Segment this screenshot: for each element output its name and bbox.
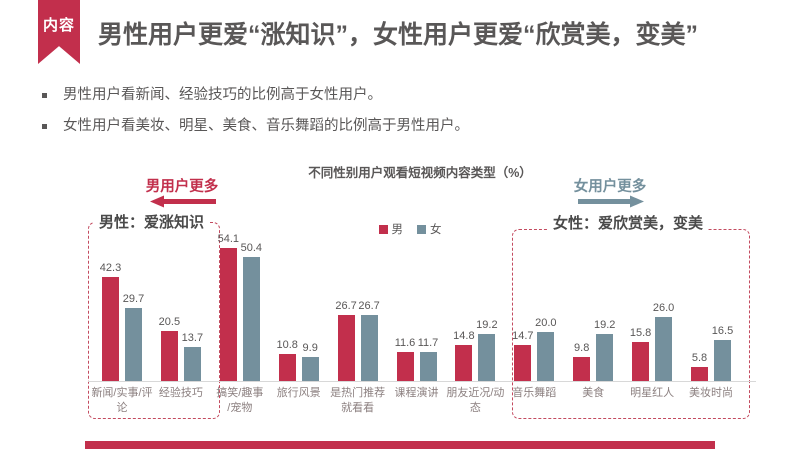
male-annotation-label: 男性：爱涨知识	[94, 211, 210, 232]
bar-女-美食	[596, 334, 614, 381]
bullet-text: 男性用户看新闻、经验技巧的比例高于女性用户。	[63, 87, 382, 103]
category-label: 美食	[582, 387, 605, 399]
legend-swatch-female-icon	[417, 224, 426, 234]
ribbon-bookmark: 内容	[38, 0, 80, 64]
bar-男-美妆时尚	[691, 367, 708, 381]
female-more-label: 女用户更多	[573, 179, 647, 195]
legend-item-female: 女	[417, 221, 442, 237]
value-label: 9.9	[302, 342, 318, 354]
bullet-square-icon	[42, 124, 47, 129]
value-label: 13.7	[181, 332, 204, 344]
right-arrow-icon	[578, 195, 644, 208]
category-label: 朋友近况/动 态	[446, 387, 505, 414]
category-label: 课程演讲	[394, 387, 439, 399]
bar-女-新闻/实事/评论	[125, 308, 142, 381]
bullet-list: 男性用户看新闻、经验技巧的比例高于女性用户。 女性用户看美妆、明星、美食、音乐舞…	[40, 86, 740, 148]
category-label: 明星红人	[630, 387, 675, 399]
bar-女-旅行风景	[301, 357, 319, 381]
bar-男-明星红人	[632, 342, 650, 381]
category-label: 美妆时尚	[689, 387, 733, 399]
footer-bar	[85, 441, 715, 449]
bar-男-朋友近况/动态	[455, 345, 473, 381]
category-label: 搞笑/趣事 /宠物	[216, 387, 264, 414]
value-label: 15.8	[629, 327, 652, 339]
legend-item-male: 男	[378, 221, 404, 237]
female-annotation-label: 女性：爱欣赏美，变美	[548, 212, 709, 233]
bar-女-经验技巧	[183, 347, 201, 381]
left-arrow-icon	[150, 195, 216, 208]
bar-女-音乐舞蹈	[537, 332, 555, 381]
bullet-item: 男性用户看新闻、经验技巧的比例高于女性用户。	[40, 86, 740, 105]
value-label: 14.7	[512, 330, 534, 342]
category-label: 音乐舞蹈	[512, 387, 557, 399]
value-label: 20.5	[158, 316, 181, 328]
bar-女-是热门推荐就看看	[360, 315, 378, 381]
chart-legend: 男 女	[340, 221, 480, 237]
bar-女-搞笑/趣事/宠物	[242, 257, 260, 381]
category-label: 新闻/实事/评 论	[91, 387, 153, 414]
value-label: 5.8	[691, 352, 708, 364]
value-label: 26.0	[652, 302, 675, 314]
value-label: 42.3	[99, 262, 122, 274]
bar-女-美妆时尚	[714, 340, 731, 381]
bullet-square-icon	[42, 93, 47, 98]
bar-女-明星红人	[655, 317, 673, 381]
value-label: 10.8	[276, 339, 298, 351]
bar-男-音乐舞蹈	[514, 345, 532, 381]
chart-title: 不同性别用户观看短视频内容类型（%）	[308, 166, 532, 180]
bar-男-美食	[573, 357, 591, 381]
bar-男-是热门推荐就看看	[337, 315, 355, 381]
bar-男-课程演讲	[396, 352, 414, 381]
category-label: 是热门推荐 就看看	[330, 387, 386, 414]
value-label: 50.4	[240, 242, 262, 254]
legend-label-male: 男	[391, 224, 404, 236]
value-label: 19.2	[476, 319, 498, 331]
legend-swatch-male-icon	[378, 224, 388, 234]
value-label: 16.5	[711, 325, 734, 337]
value-label: 26.7	[335, 300, 357, 312]
bar-男-新闻/实事/评论	[102, 277, 119, 381]
value-label: 11.7	[417, 337, 439, 349]
bullet-text: 女性用户看美妆、明星、美食、音乐舞蹈的比例高于男性用户。	[63, 118, 469, 134]
male-more-label: 男用户更多	[145, 179, 219, 195]
value-label: 26.7	[358, 300, 380, 312]
x-axis-line	[88, 381, 756, 382]
bar-女-课程演讲	[419, 352, 437, 381]
value-label: 14.8	[453, 330, 475, 342]
category-label: 旅行风景	[276, 387, 321, 399]
value-label: 11.6	[394, 337, 416, 349]
legend-label-female: 女	[430, 224, 442, 236]
bar-女-朋友近况/动态	[478, 334, 496, 381]
bar-男-旅行风景	[278, 354, 296, 381]
value-label: 20.0	[535, 317, 557, 329]
page-title: 男性用户更爱“涨知识”，女性用户更爱“欣赏美，变美”	[98, 21, 699, 49]
bar-男-经验技巧	[160, 331, 178, 381]
category-label: 经验技巧	[158, 387, 203, 399]
value-label: 54.1	[217, 233, 239, 245]
bullet-item: 女性用户看美妆、明星、美食、音乐舞蹈的比例高于男性用户。	[40, 117, 740, 136]
value-label: 19.2	[593, 319, 616, 331]
value-label: 9.8	[574, 342, 590, 354]
value-label: 29.7	[122, 293, 145, 305]
bar-男-搞笑/趣事/宠物	[219, 248, 237, 381]
ribbon-label: 内容	[42, 17, 75, 34]
